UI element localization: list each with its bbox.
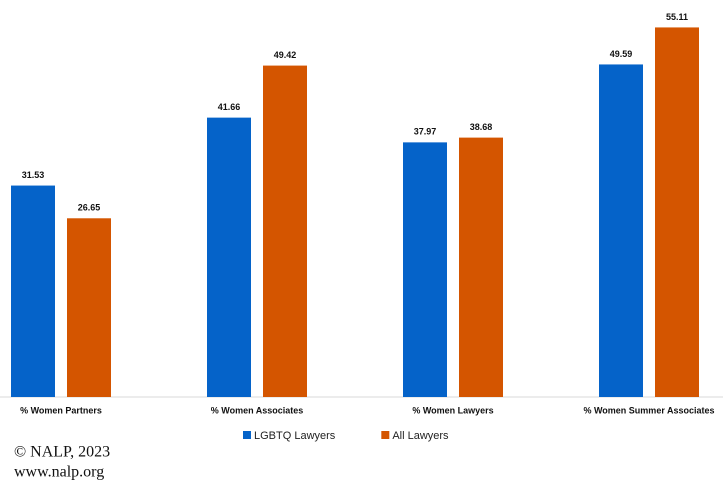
bar [263,65,307,397]
value-label: 26.65 [78,203,101,213]
value-label: 41.66 [218,102,241,112]
x-tick-label: % Women Summer Associates [583,405,714,415]
footer-url: www.nalp.org [14,464,104,481]
bar [11,185,55,397]
bar [67,218,111,397]
legend-label: LGBTQ Lawyers [254,430,336,442]
bar [403,142,447,397]
footer-copyright: © NALP, 2023 [14,444,110,461]
bar [655,27,699,398]
x-tick-label: % Women Partners [20,405,102,415]
x-tick-label: % Women Lawyers [412,405,493,415]
legend-swatch [243,431,251,439]
x-tick-label: % Women Associates [211,405,304,415]
value-label: 31.53 [22,170,45,180]
value-label: 38.68 [470,122,493,132]
bar [599,64,643,398]
legend-swatch [381,431,390,439]
value-label: 37.97 [414,127,437,137]
legend-label: All Lawyers [392,430,449,442]
bar [459,137,503,398]
value-label: 55.11 [666,12,688,22]
value-label: 49.42 [274,50,297,60]
value-label: 49.59 [610,49,633,59]
bar [207,117,251,397]
